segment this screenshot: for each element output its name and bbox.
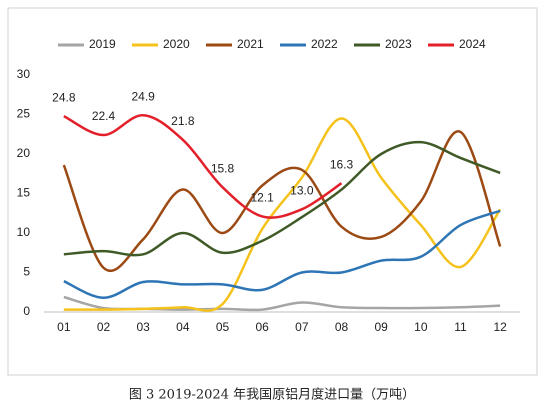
x-tick-label: 03 [136, 320, 150, 334]
legend-label: 2024 [459, 37, 486, 51]
y-tick-label: 30 [17, 67, 31, 81]
data-label: 15.8 [211, 161, 235, 175]
series-line [63, 117, 502, 312]
series-line [62, 130, 502, 272]
y-tick-label: 20 [17, 146, 31, 160]
x-tick-label: 07 [295, 320, 309, 334]
x-tick-label: 09 [374, 320, 388, 334]
legend-label: 2020 [163, 37, 190, 51]
x-tick-label: 05 [216, 320, 230, 334]
y-tick-label: 0 [23, 304, 30, 318]
x-tick-label: 02 [97, 320, 111, 334]
caption: 图 3 2019-2024 年我国原铝月度进口量（万吨） [129, 387, 415, 403]
data-label: 24.9 [131, 89, 155, 103]
x-tick-label: 06 [255, 320, 269, 334]
x-tick-label: 01 [57, 320, 71, 334]
legend-label: 2021 [237, 37, 264, 51]
series-line [63, 140, 501, 257]
y-tick-label: 10 [17, 225, 31, 239]
legend-label: 2023 [385, 37, 412, 51]
data-label: 22.4 [92, 109, 116, 123]
data-label: 13.0 [290, 183, 314, 197]
data-label: 16.3 [330, 157, 354, 171]
legend-label: 2019 [89, 37, 116, 51]
x-tick-label: 10 [414, 320, 428, 334]
series-line [63, 209, 501, 300]
data-label: 12.1 [250, 191, 274, 205]
x-tick-label: 11 [454, 320, 467, 334]
x-tick-label: 12 [493, 320, 507, 334]
legend-label: 2022 [311, 37, 338, 51]
y-tick-label: 25 [17, 107, 31, 121]
series-line [63, 114, 343, 219]
x-tick-label: 08 [335, 320, 349, 334]
y-tick-label: 5 [23, 265, 30, 279]
data-label: 21.8 [171, 114, 195, 128]
chart-frame [7, 7, 538, 376]
data-label: 24.8 [52, 90, 76, 104]
y-tick-label: 15 [17, 186, 31, 200]
x-tick-label: 04 [176, 320, 190, 334]
